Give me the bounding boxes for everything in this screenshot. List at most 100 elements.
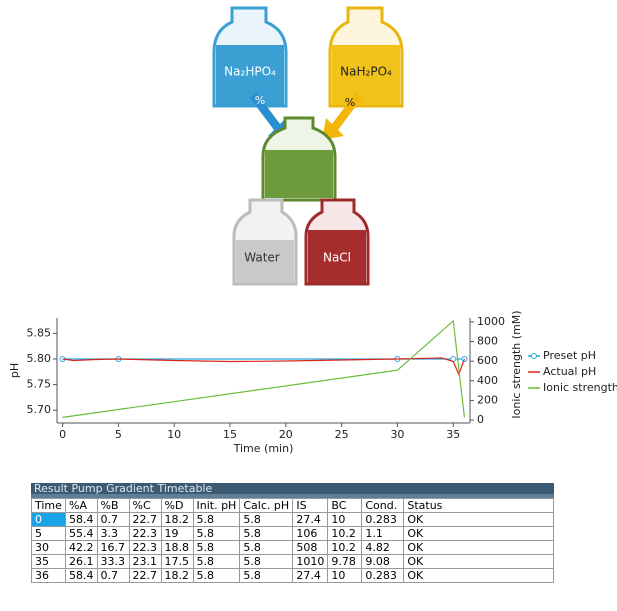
table-cell[interactable]: 58.4 (65, 568, 98, 583)
series-line (62, 357, 465, 376)
y2-tick-label: 600 (477, 354, 498, 367)
x-tick-label: 15 (223, 428, 237, 441)
table-cell[interactable]: 5.8 (192, 554, 241, 569)
legend-marker (531, 353, 537, 359)
liquid (265, 150, 333, 198)
column-header: %C (128, 498, 162, 513)
table-cell[interactable]: 5.8 (239, 512, 294, 527)
table-cell[interactable]: 9.08 (361, 554, 405, 569)
table-grid: Time %A %B %C %D Init. pH Calc. pH IS BC Cond. Sta… (31, 498, 554, 583)
column-header: %A (65, 498, 98, 513)
table-cell[interactable]: 35 (31, 554, 66, 569)
column-header: IS (292, 498, 329, 513)
table-cell[interactable]: 42.2 (65, 540, 98, 555)
table-cell[interactable]: 0.7 (96, 568, 130, 583)
y-tick-label: 5.75 (27, 378, 52, 391)
table-cell[interactable]: 17.5 (160, 554, 194, 569)
bottle-label: Na₂HPO₄ (224, 65, 276, 79)
table-cell[interactable]: 5 (31, 526, 66, 541)
y-tick-label: 5.80 (27, 352, 52, 365)
table-cell[interactable]: 106 (292, 526, 329, 541)
table-cell[interactable]: 36 (31, 568, 66, 583)
bottle-label: NaCl (323, 251, 351, 265)
table-cell[interactable]: 0 (31, 512, 66, 527)
table-cell[interactable]: 9.78 (327, 554, 363, 569)
table-cell[interactable]: 10.2 (327, 526, 363, 541)
y-tick-label: 5.85 (27, 326, 52, 339)
table-cell[interactable]: 0.7 (96, 512, 130, 527)
table-cell[interactable]: 22.7 (128, 568, 162, 583)
table-cell[interactable]: 27.4 (292, 568, 329, 583)
table-cell[interactable]: 55.4 (65, 526, 98, 541)
table-cell[interactable]: 1010 (292, 554, 329, 569)
column-header: Cond. (361, 498, 405, 513)
column-header: Calc. pH (239, 498, 294, 513)
table-cell[interactable]: 23.1 (128, 554, 162, 569)
x-tick-label: 25 (335, 428, 349, 441)
table-cell[interactable]: OK (403, 568, 554, 583)
bottle-diagram: Na₂HPO₄ NaH₂PO₄ Water NaCl % % (212, 6, 404, 286)
table-cell[interactable]: 27.4 (292, 512, 329, 527)
x-axis-label: Time (min) (233, 442, 294, 455)
table-cell[interactable]: 18.2 (160, 568, 194, 583)
table-cell[interactable]: 5.8 (192, 540, 241, 555)
y2-axis-label: Ionic strength (mM) (510, 310, 523, 418)
table-cell[interactable]: 5.8 (192, 512, 241, 527)
table-row: 30 42.2 16.7 22.3 18.8 5.8 5.8 508 10.2 4.82 OK (31, 540, 554, 555)
table-cell[interactable]: 508 (292, 540, 329, 555)
column-header: Time (31, 498, 66, 513)
table-cell[interactable]: 0.283 (361, 568, 405, 583)
table-cell[interactable]: 1.1 (361, 526, 405, 541)
table-cell[interactable]: OK (403, 540, 554, 555)
column-header: Status (403, 498, 554, 513)
y2-tick-label: 800 (477, 335, 498, 348)
table-cell[interactable]: 16.7 (96, 540, 130, 555)
table-cell[interactable]: 10 (327, 568, 363, 583)
liquid (236, 240, 294, 283)
x-tick-label: 20 (279, 428, 293, 441)
x-tick-label: 35 (446, 428, 460, 441)
table-cell[interactable]: 5.8 (192, 526, 241, 541)
table-cell[interactable]: OK (403, 526, 554, 541)
table-cell[interactable]: 3.3 (96, 526, 130, 541)
table-cell[interactable]: 5.8 (239, 554, 294, 569)
table-row: 35 26.1 33.3 23.1 17.5 5.8 5.8 1010 9.78 9.08 OK (31, 554, 554, 569)
table-cell[interactable]: OK (403, 554, 554, 569)
table-cell[interactable]: 33.3 (96, 554, 130, 569)
table-title: Result Pump Gradient Timetable (31, 483, 554, 498)
y2-tick-label: 1000 (477, 315, 505, 328)
table-cell[interactable]: 22.3 (128, 540, 162, 555)
liquid (308, 230, 366, 283)
y2-tick-label: 400 (477, 374, 498, 387)
table-cell[interactable]: 0.283 (361, 512, 405, 527)
arrow-label: % (345, 96, 355, 109)
table-cell[interactable]: 19 (160, 526, 194, 541)
arrow (250, 92, 290, 140)
table-cell[interactable]: 58.4 (65, 512, 98, 527)
table-cell[interactable]: 22.3 (128, 526, 162, 541)
table-cell[interactable]: 18.8 (160, 540, 194, 555)
table-cell[interactable]: OK (403, 512, 554, 527)
table-cell[interactable]: 10 (327, 512, 363, 527)
y-tick-label: 5.70 (27, 403, 52, 416)
column-header: BC (327, 498, 363, 513)
table-cell[interactable]: 5.8 (239, 540, 294, 555)
arrow-label: % (255, 94, 265, 107)
x-tick-label: 30 (390, 428, 404, 441)
column-header: %B (96, 498, 130, 513)
table-cell[interactable]: 18.2 (160, 512, 194, 527)
column-header: Init. pH (192, 498, 241, 513)
legend-label: Preset pH (543, 349, 596, 362)
table-cell[interactable]: 22.7 (128, 512, 162, 527)
x-tick-label: 10 (167, 428, 181, 441)
table-cell[interactable]: 26.1 (65, 554, 98, 569)
table-cell[interactable]: 5.8 (239, 568, 294, 583)
table-cell[interactable]: 30 (31, 540, 66, 555)
column-header: %D (160, 498, 194, 513)
table-cell[interactable]: 5.8 (192, 568, 241, 583)
y2-tick-label: 0 (477, 413, 484, 426)
table-cell[interactable]: 4.82 (361, 540, 405, 555)
table-cell[interactable]: 10.2 (327, 540, 363, 555)
table-cell[interactable]: 5.8 (239, 526, 294, 541)
